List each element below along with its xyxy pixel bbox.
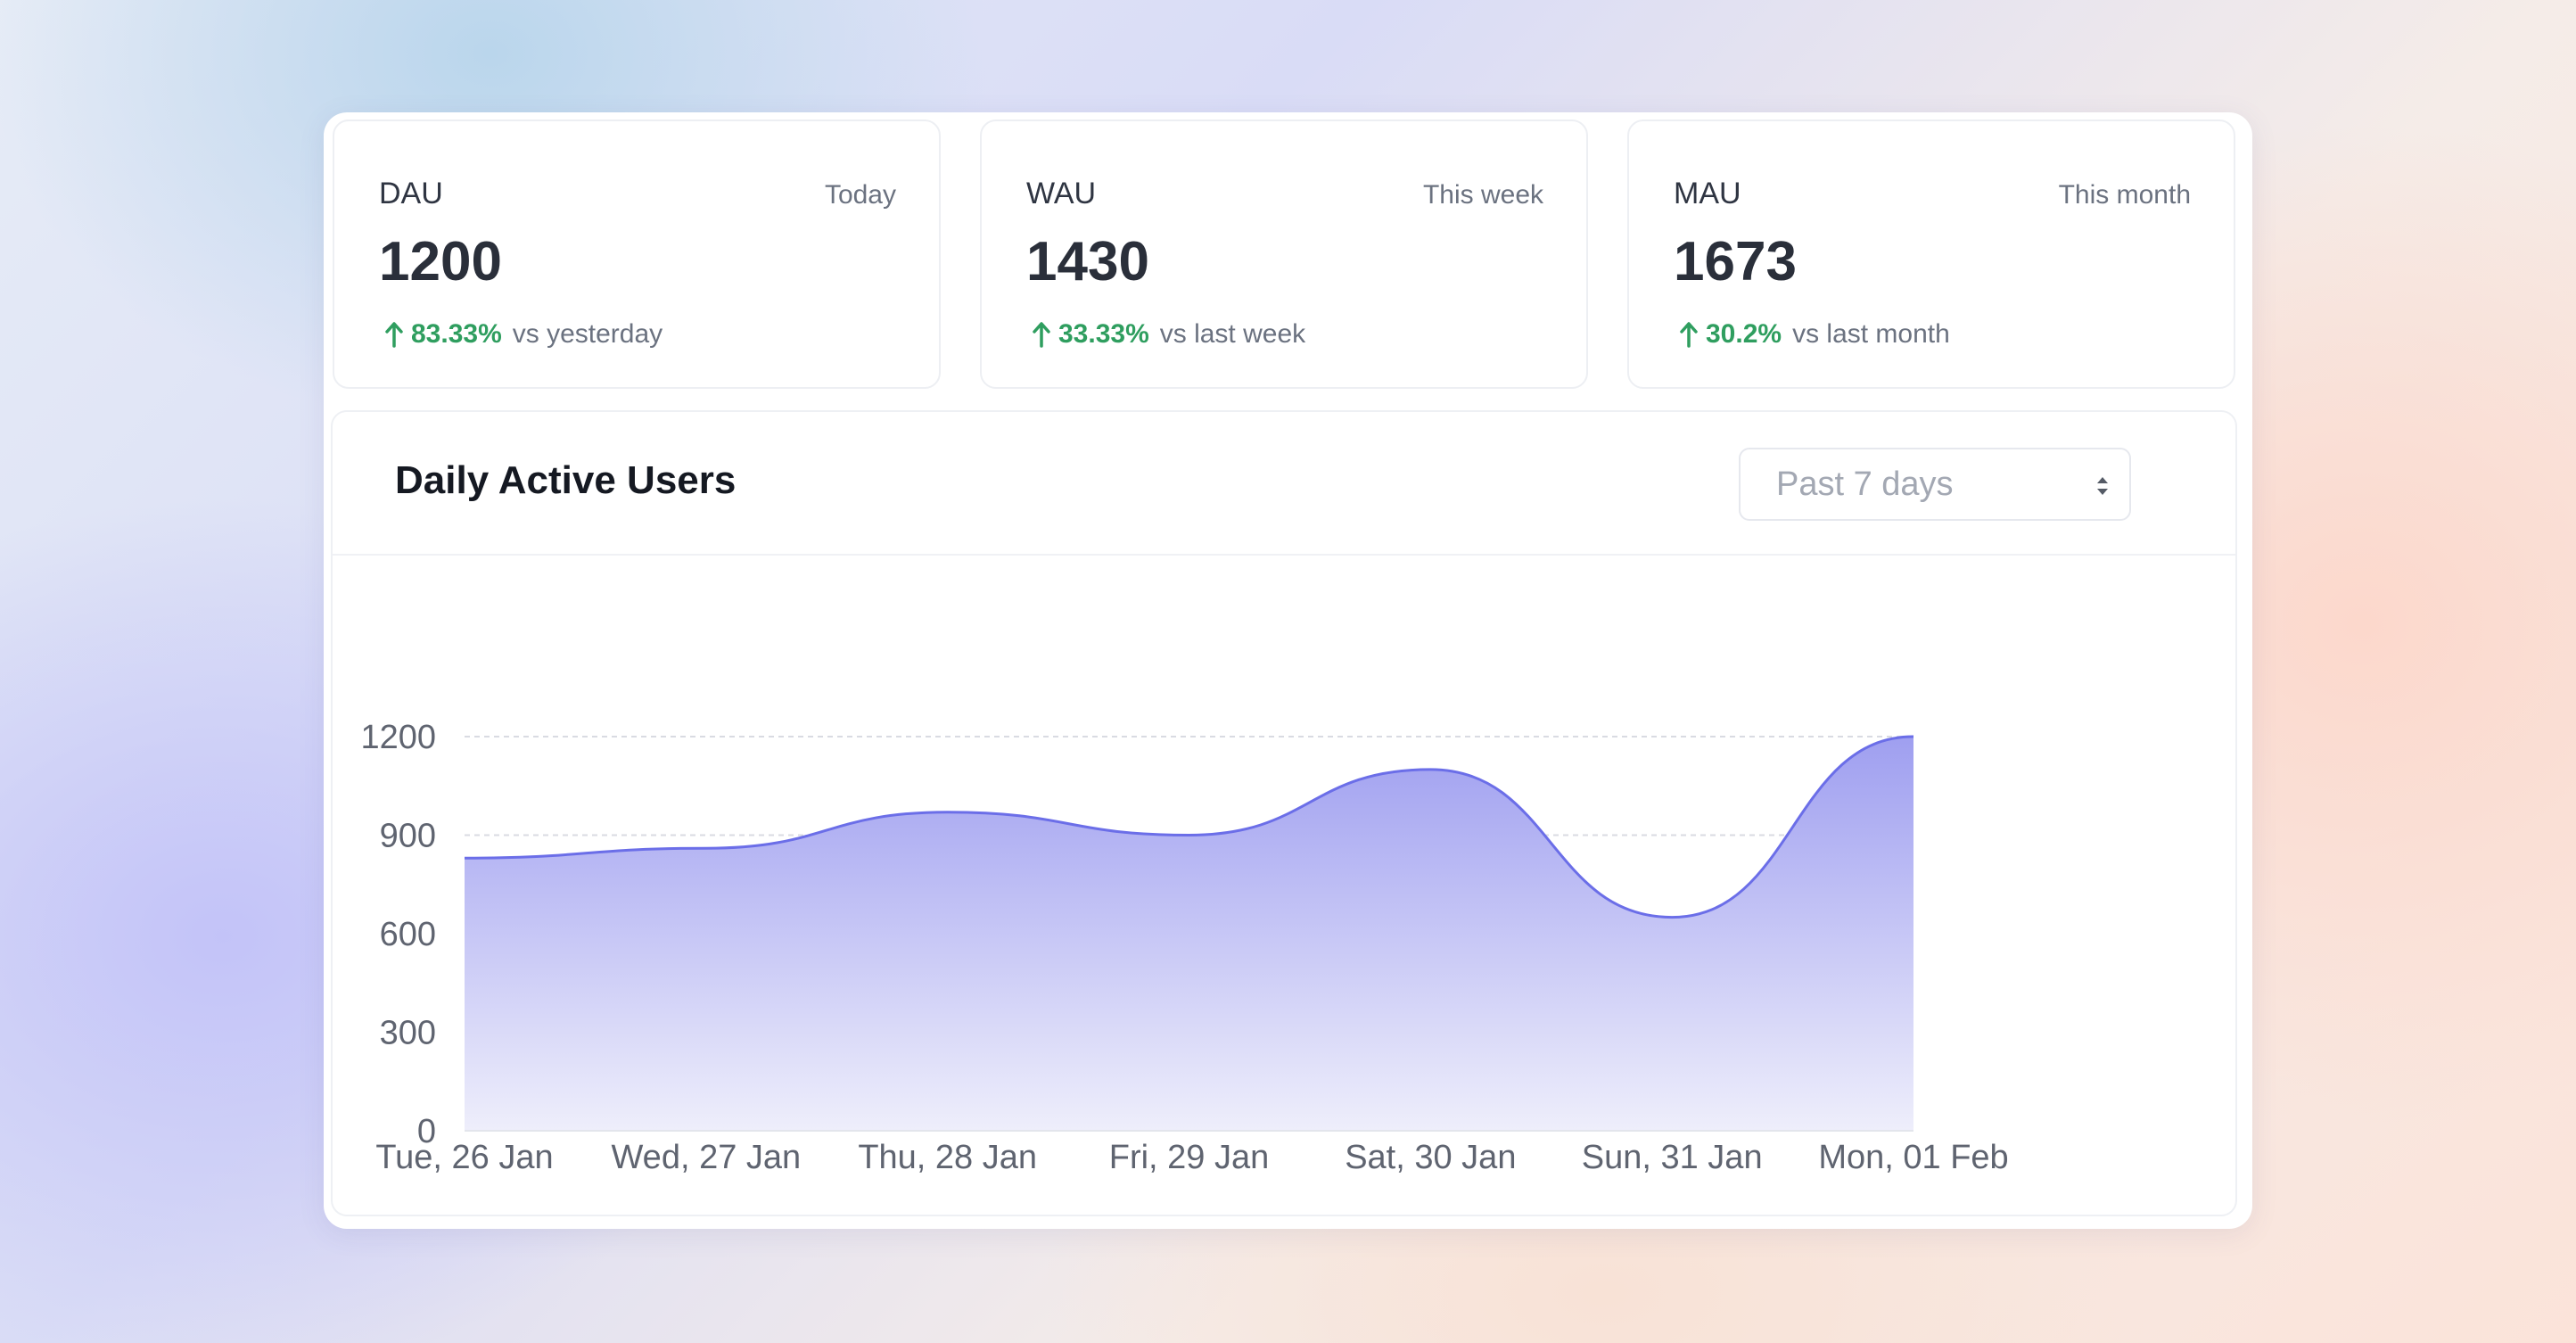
x-tick-label: Sat, 30 Jan: [1345, 1139, 1516, 1176]
x-tick-label: Wed, 27 Jan: [612, 1139, 802, 1176]
x-tick-label: Mon, 01 Feb: [1818, 1139, 2008, 1176]
stat-card-mau: MAU This month 1673 30.2% vs last month: [1627, 119, 2235, 389]
x-tick-label: Thu, 28 Jan: [858, 1139, 1037, 1176]
stat-period: Today: [824, 180, 896, 210]
y-tick-label: 300: [380, 1015, 436, 1052]
stat-change: 33.33% vs last week: [1032, 319, 1305, 350]
y-tick-label: 1200: [360, 719, 436, 756]
x-tick-label: Tue, 26 Jan: [375, 1139, 553, 1176]
date-range-value: Past 7 days: [1776, 466, 1954, 503]
chart-card: Daily Active Users Past 7 days 0 300 600 90…: [331, 410, 2237, 1216]
stat-value: 1430: [1026, 231, 1149, 292]
change-comparison: vs last week: [1159, 319, 1306, 349]
arrow-up-icon: [1680, 322, 1698, 348]
series-line: [464, 735, 1914, 919]
x-tick-label: Sun, 31 Jan: [1582, 1139, 1763, 1176]
y-tick-label: 600: [380, 916, 436, 953]
change-comparison: vs last month: [1792, 319, 1950, 349]
area-chart: 0 300 600 900 1200 Tue, 26 Jan Wed, 27 Jan Thu,…: [360, 719, 2008, 1176]
stat-period: This month: [2058, 180, 2191, 210]
stat-period: This week: [1422, 180, 1543, 210]
stat-card-dau: DAU Today 1200 83.33% vs yesterday: [333, 119, 941, 389]
chart-title: Daily Active Users: [395, 458, 737, 502]
stat-name: DAU: [379, 177, 443, 210]
change-percent: 83.33%: [411, 319, 502, 349]
stat-value: 1200: [379, 231, 502, 292]
stat-change: 30.2% vs last month: [1679, 319, 1950, 350]
y-tick-label: 900: [380, 818, 436, 855]
x-tick-label: Fri, 29 Jan: [1109, 1139, 1270, 1176]
stat-value: 1673: [1674, 231, 1797, 292]
arrow-up-icon: [385, 322, 403, 348]
stat-name: WAU: [1026, 177, 1097, 210]
arrow-up-icon: [1033, 322, 1050, 348]
date-range-select[interactable]: Past 7 days: [1739, 448, 2131, 521]
updown-icon: [2097, 477, 2108, 495]
change-comparison: vs yesterday: [512, 319, 663, 349]
y-tick-label: 0: [417, 1113, 436, 1150]
stat-card-wau: WAU This week 1430 33.33% vs last week: [980, 119, 1588, 389]
dashboard-panel: DAU Today 1200 83.33% vs yesterday WAU T…: [324, 112, 2252, 1229]
change-percent: 33.33%: [1058, 319, 1149, 349]
series-area: [465, 737, 1913, 1131]
stat-change: 83.33% vs yesterday: [384, 319, 663, 350]
divider: [333, 554, 2235, 556]
stat-name: MAU: [1674, 177, 1741, 210]
change-percent: 30.2%: [1706, 319, 1782, 349]
